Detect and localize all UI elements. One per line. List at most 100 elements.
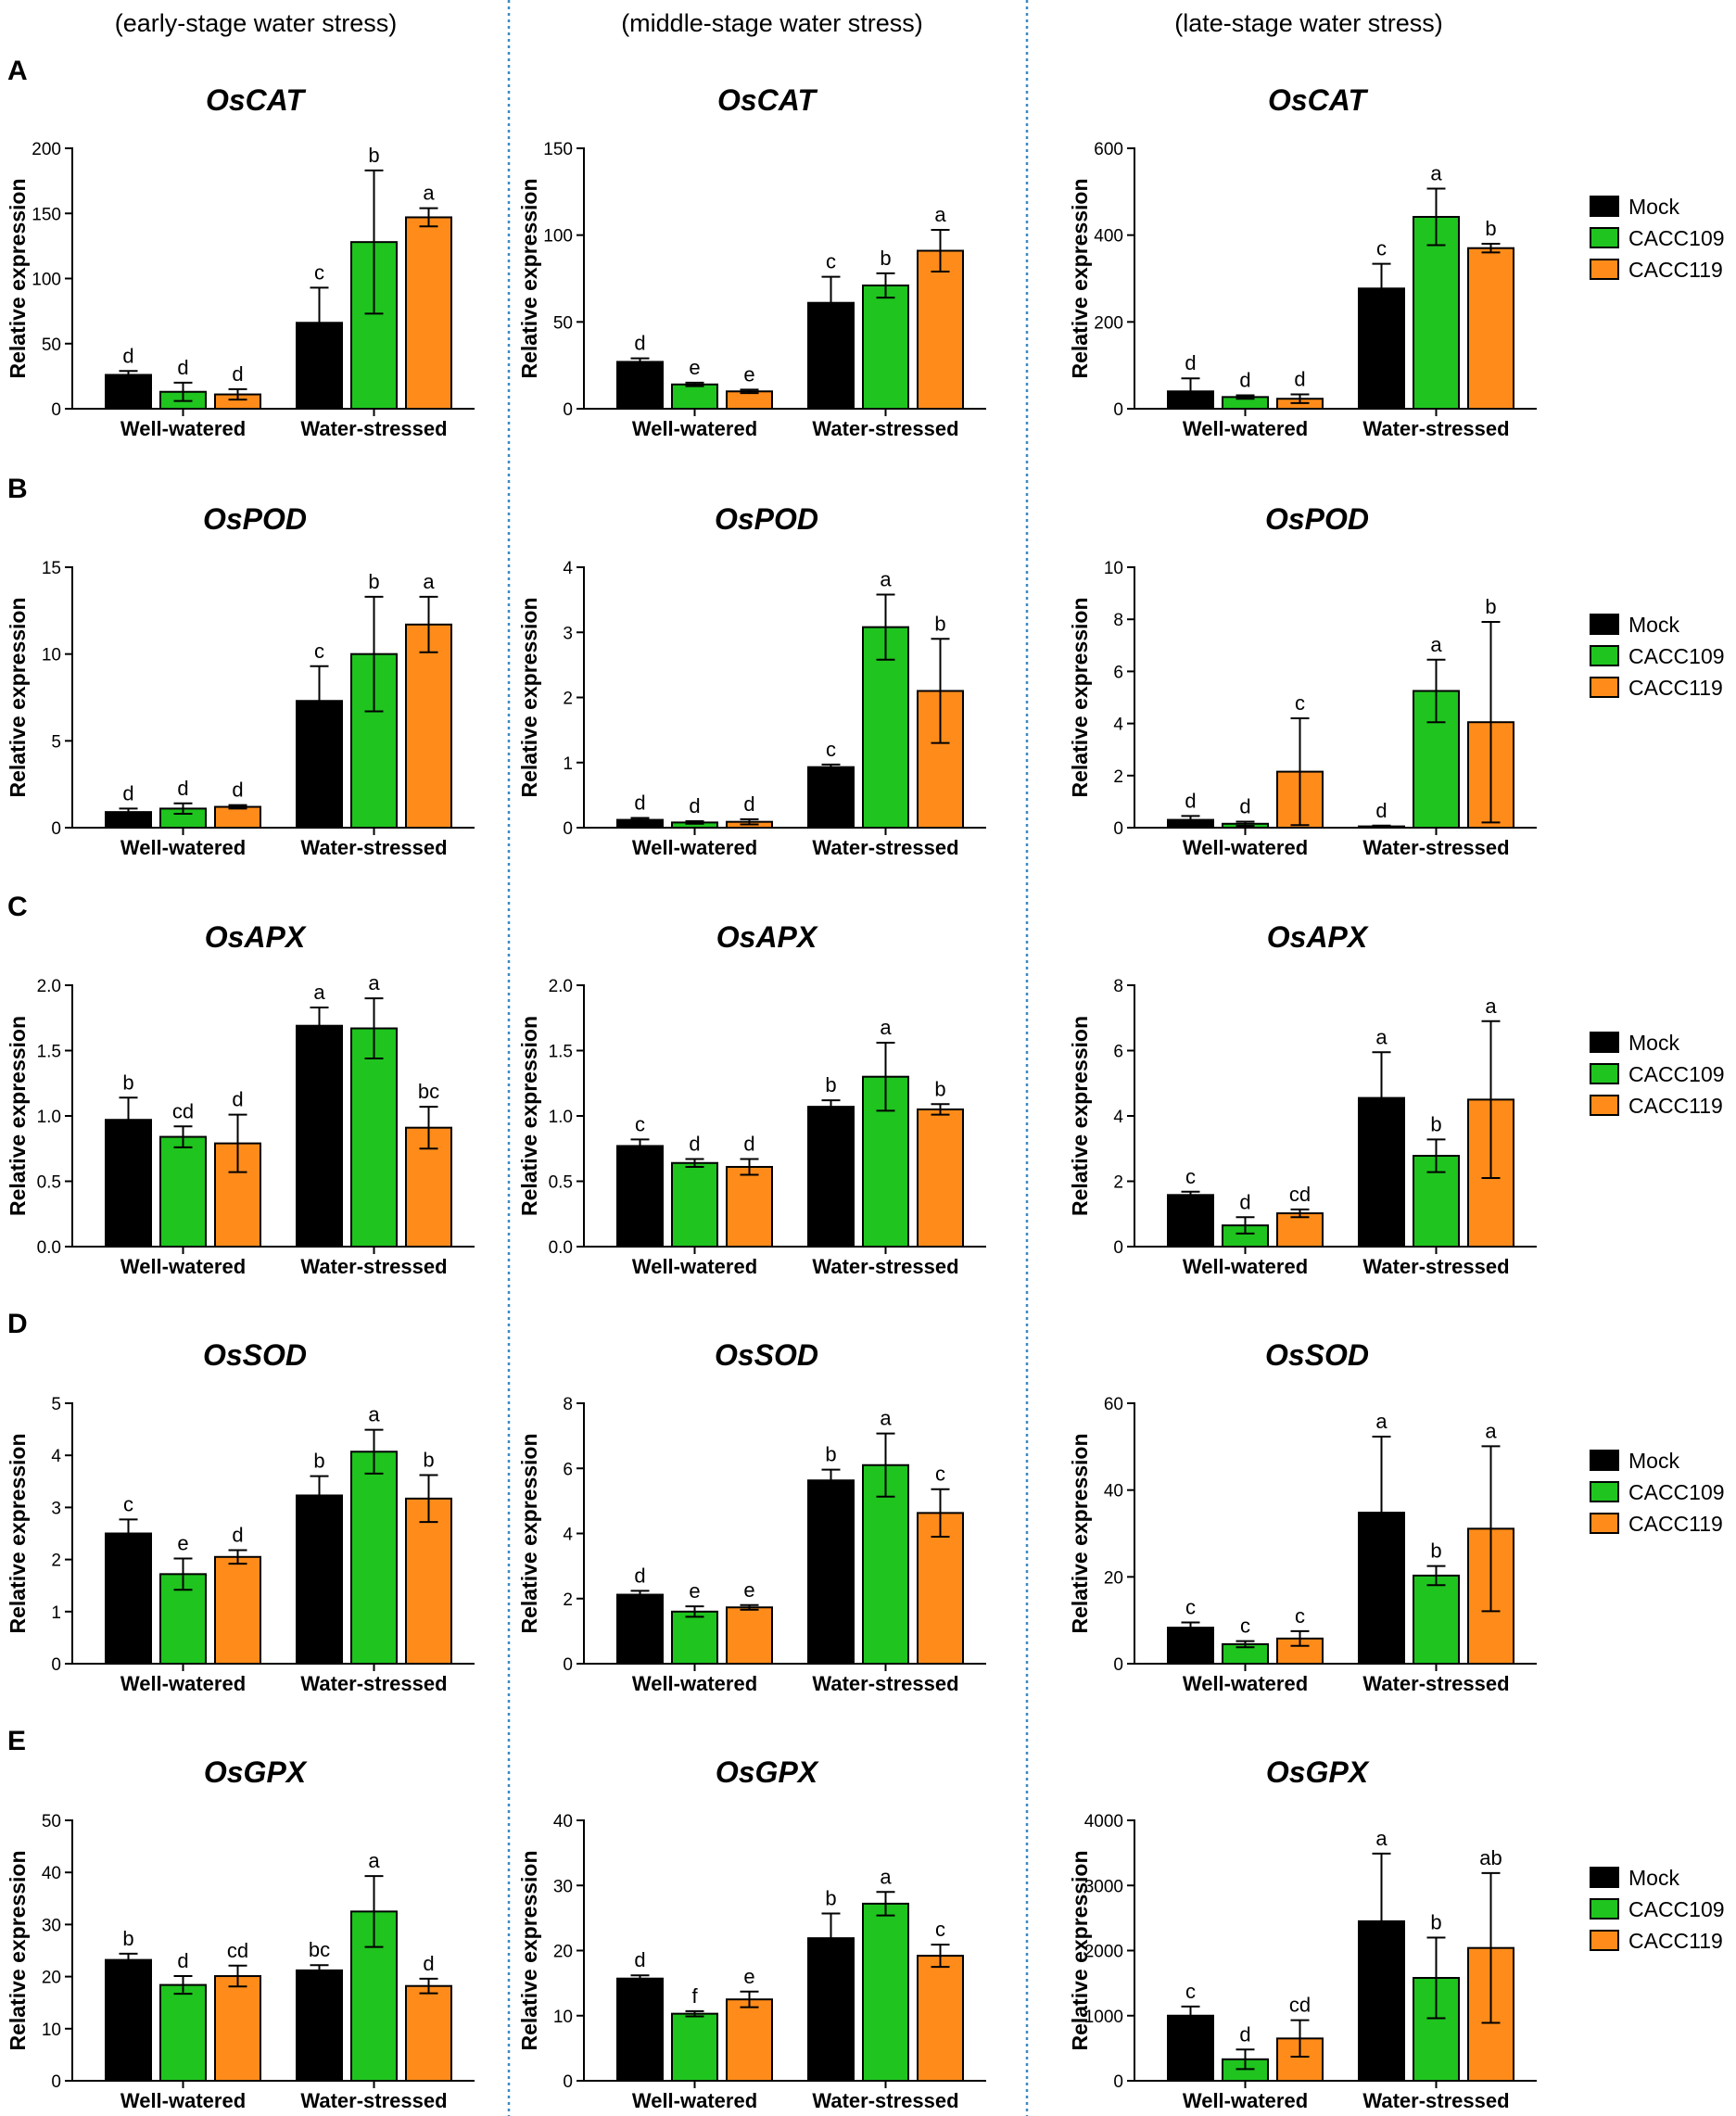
y-tick-label: 3000 <box>1084 1877 1123 1896</box>
y-tick-label: 50 <box>42 1812 61 1831</box>
significance-label: d <box>743 1133 754 1156</box>
bar-cacc109 <box>350 653 398 830</box>
y-tick-label: 0.5 <box>37 1173 61 1193</box>
significance-label: a <box>1375 1827 1388 1850</box>
significance-label: a <box>368 1849 380 1872</box>
y-tick-label: 1.0 <box>549 1108 573 1127</box>
x-tick-label: Water-stressed <box>1362 836 1509 859</box>
chart-panel-osgpx-0: OsGPX Relative expression 0 10 20 30 40 50 Well-… <box>6 1755 475 2112</box>
chart-panel-osapx-1: OsAPX Relative expression 0.0 0.5 1.0 1.5 2.0 W… <box>517 920 986 1278</box>
y-tick-label: 40 <box>553 1812 573 1831</box>
significance-label: d <box>423 1952 434 1975</box>
y-tick-label: 4 <box>1113 716 1123 735</box>
y-tick-label: 0 <box>51 2072 61 2092</box>
chart-title: OsCAT <box>1268 83 1369 117</box>
y-tick-label: 1.5 <box>549 1043 573 1062</box>
y-axis-label: Relative expression <box>1068 1433 1092 1633</box>
significance-label: d <box>1185 351 1196 374</box>
significance-label: d <box>634 1564 645 1587</box>
x-tick-label: Water-stressed <box>812 1255 958 1278</box>
bar-cacc109 <box>671 1610 718 1666</box>
y-tick-label: 0 <box>563 1655 573 1675</box>
significance-label: a <box>1485 995 1497 1018</box>
bar-mock <box>296 700 343 829</box>
x-tick-label: Well-watered <box>632 1255 757 1278</box>
bar-cacc119 <box>917 1512 964 1665</box>
x-tick-label: Well-watered <box>632 417 757 440</box>
significance-label: c <box>314 640 324 663</box>
y-tick-label: 200 <box>1094 313 1123 333</box>
bar-cacc109 <box>862 1902 909 2082</box>
legend-row-1: Mock CACC109 CACC119 <box>1590 195 1725 282</box>
bar-cacc119 <box>1276 1212 1324 1248</box>
bar-cacc119 <box>726 1606 773 1666</box>
y-axis-label: Relative expression <box>6 1433 30 1633</box>
bar-cacc109 <box>1413 215 1460 410</box>
significance-label: a <box>1430 162 1442 185</box>
y-tick-label: 0 <box>51 400 61 420</box>
y-tick-label: 2 <box>563 690 573 709</box>
legend-label: Mock <box>1628 613 1679 637</box>
x-tick-label: Water-stressed <box>1362 417 1509 440</box>
y-tick-label: 5 <box>51 732 61 752</box>
significance-label: d <box>122 344 133 367</box>
y-tick-label: 3 <box>563 624 573 643</box>
bar-cacc109 <box>671 1161 718 1248</box>
chart-panel-ospod-2: OsPOD Relative expression 0 2 4 6 8 10 Well-wate… <box>1068 502 1537 859</box>
significance-label: cd <box>1289 1183 1311 1206</box>
bar-cacc119 <box>917 249 964 410</box>
bar-mock <box>296 1024 343 1248</box>
x-tick-label: Water-stressed <box>300 836 447 859</box>
significance-label: a <box>423 182 435 205</box>
significance-label: d <box>1375 799 1387 822</box>
x-tick-label: Water-stressed <box>1362 2089 1509 2112</box>
legend-row-3: Mock CACC109 CACC119 <box>1590 1031 1725 1118</box>
chart-panel-osapx-2: OsAPX Relative expression 0 2 4 6 8 Well-watere… <box>1068 920 1537 1278</box>
significance-label: c <box>935 1463 945 1486</box>
y-tick-label: 400 <box>1094 227 1123 247</box>
y-tick-label: 6 <box>563 1460 573 1479</box>
legend-row-4: Mock CACC109 CACC119 <box>1590 1449 1725 1536</box>
y-tick-label: 2 <box>1113 767 1123 787</box>
significance-label: c <box>1295 1604 1305 1628</box>
significance-label: d <box>1239 1190 1250 1213</box>
significance-label: d <box>1294 368 1305 391</box>
bar-mock <box>105 1958 152 2082</box>
x-tick-label: Well-watered <box>120 1672 246 1695</box>
significance-label: d <box>232 1088 243 1111</box>
chart-title: OsPOD <box>1265 502 1369 536</box>
significance-label: d <box>689 1133 700 1156</box>
significance-label: c <box>826 250 836 273</box>
x-tick-label: Water-stressed <box>812 2089 958 2112</box>
y-tick-label: 0 <box>51 819 61 839</box>
significance-label: c <box>1185 1165 1196 1188</box>
significance-label: cd <box>1289 1994 1311 2017</box>
y-tick-label: 10 <box>42 646 61 665</box>
chart-panel-osapx-0: OsAPX Relative expression 0.0 0.5 1.0 1.5 2.0 W… <box>6 920 475 1278</box>
significance-label: d <box>177 777 188 800</box>
x-tick-label: Well-watered <box>1183 1672 1308 1695</box>
significance-label: b <box>423 1449 434 1472</box>
bar-cacc119 <box>214 1975 261 2083</box>
y-tick-label: 40 <box>1104 1482 1123 1501</box>
y-tick-label: 8 <box>1113 611 1123 630</box>
significance-label: b <box>880 247 891 270</box>
y-axis-label: Relative expression <box>1068 178 1092 378</box>
chart-title: OsGPX <box>716 1755 819 1789</box>
y-tick-label: 2 <box>51 1552 61 1571</box>
x-tick-label: Water-stressed <box>812 836 958 859</box>
y-tick-label: 0.0 <box>549 1238 573 1258</box>
significance-label: d <box>1239 2022 1250 2046</box>
significance-label: b <box>122 1071 133 1094</box>
significance-label: b <box>825 1443 836 1466</box>
bar-cacc109 <box>862 284 909 411</box>
significance-label: d <box>634 791 645 814</box>
legend-label: CACC119 <box>1628 1929 1723 1953</box>
significance-label: bc <box>309 1938 330 1961</box>
chart-title: OsPOD <box>203 502 307 536</box>
bar-cacc119 <box>405 1984 452 2083</box>
significance-label: a <box>313 981 325 1004</box>
bar-mock <box>807 1106 855 1248</box>
x-tick-label: Water-stressed <box>300 1672 447 1695</box>
chart-title: OsSOD <box>203 1338 307 1372</box>
